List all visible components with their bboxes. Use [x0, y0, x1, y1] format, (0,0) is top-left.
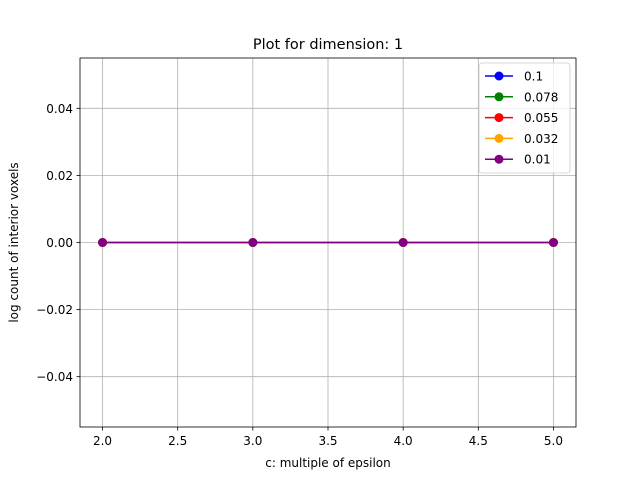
series-0.01 [98, 238, 558, 247]
legend-box [478, 62, 571, 174]
legend-label: 0.032 [524, 132, 558, 146]
y-tick-label: 0.00 [46, 236, 73, 250]
legend-swatch-marker [494, 92, 504, 102]
x-tick-label: 4.0 [394, 434, 413, 448]
y-tick-label: 0.04 [46, 102, 73, 116]
legend-label: 0.01 [524, 153, 551, 167]
series-layer [98, 238, 558, 247]
legend-item: 0.1 [485, 70, 543, 84]
x-tick-label: 3.5 [318, 434, 337, 448]
data-point [548, 238, 558, 247]
legend: 0.1 0.078 0.055 0.032 0.01 [478, 62, 571, 174]
x-tick-label: 4.5 [469, 434, 488, 448]
y-tick-label: −0.02 [36, 303, 73, 317]
legend-label: 0.1 [524, 70, 543, 84]
x-tick-label: 2.5 [168, 434, 187, 448]
legend-item: 0.055 [485, 111, 558, 125]
legend-item: 0.078 [485, 90, 558, 104]
legend-item: 0.032 [485, 132, 558, 146]
y-axis-label: log count of interior voxels [7, 162, 21, 322]
x-tick-label: 5.0 [544, 434, 563, 448]
legend-label: 0.055 [524, 111, 558, 125]
data-point [248, 238, 258, 247]
legend-swatch-marker [494, 113, 504, 123]
x-axis-label: c: multiple of epsilon [265, 456, 391, 470]
x-tick-label: 3.0 [243, 434, 262, 448]
legend-swatch-marker [494, 133, 504, 143]
data-point [98, 238, 108, 247]
x-axis: 2.0 2.5 3.0 3.5 4.0 4.5 5.0 [93, 427, 563, 448]
y-tick-label: 0.02 [46, 169, 73, 183]
y-axis: −0.04 −0.02 0.00 0.02 0.04 [36, 102, 80, 384]
legend-item: 0.01 [485, 153, 551, 167]
legend-label: 0.078 [524, 90, 558, 104]
legend-swatch-marker [494, 71, 504, 81]
data-point [398, 238, 408, 247]
y-tick-label: −0.04 [36, 370, 73, 384]
chart-title: Plot for dimension: 1 [253, 37, 403, 53]
legend-swatch-marker [494, 154, 504, 164]
x-tick-label: 2.0 [93, 434, 112, 448]
